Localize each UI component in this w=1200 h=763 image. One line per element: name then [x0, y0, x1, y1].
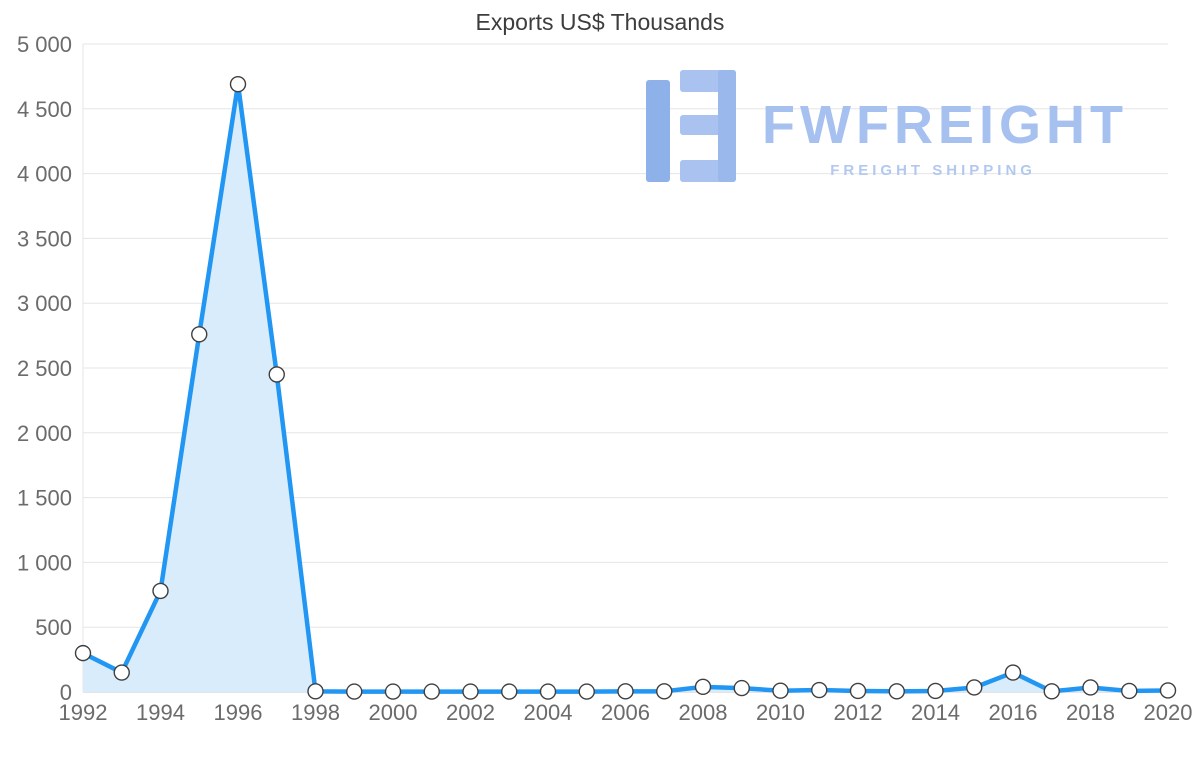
svg-text:1 000: 1 000 — [17, 550, 72, 575]
svg-text:2004: 2004 — [524, 700, 573, 725]
svg-text:2006: 2006 — [601, 700, 650, 725]
svg-text:2008: 2008 — [679, 700, 728, 725]
svg-text:2010: 2010 — [756, 700, 805, 725]
svg-text:2014: 2014 — [911, 700, 960, 725]
svg-text:3 500: 3 500 — [17, 226, 72, 251]
svg-text:4 500: 4 500 — [17, 97, 72, 122]
svg-text:1998: 1998 — [291, 700, 340, 725]
svg-text:2012: 2012 — [834, 700, 883, 725]
svg-text:3 000: 3 000 — [17, 291, 72, 316]
svg-text:2002: 2002 — [446, 700, 495, 725]
svg-text:1996: 1996 — [214, 700, 263, 725]
svg-text:2016: 2016 — [989, 700, 1038, 725]
svg-text:1992: 1992 — [59, 700, 108, 725]
svg-text:2 500: 2 500 — [17, 356, 72, 381]
svg-text:0: 0 — [60, 680, 72, 705]
svg-text:1994: 1994 — [136, 700, 185, 725]
svg-text:4 000: 4 000 — [17, 162, 72, 187]
svg-text:2018: 2018 — [1066, 700, 1115, 725]
svg-text:2 000: 2 000 — [17, 421, 72, 446]
svg-text:1 500: 1 500 — [17, 486, 72, 511]
svg-text:2000: 2000 — [369, 700, 418, 725]
chart-title: Exports US$ Thousands — [475, 9, 725, 35]
svg-text:5 000: 5 000 — [17, 32, 72, 57]
svg-text:500: 500 — [35, 615, 72, 640]
svg-text:2020: 2020 — [1144, 700, 1193, 725]
